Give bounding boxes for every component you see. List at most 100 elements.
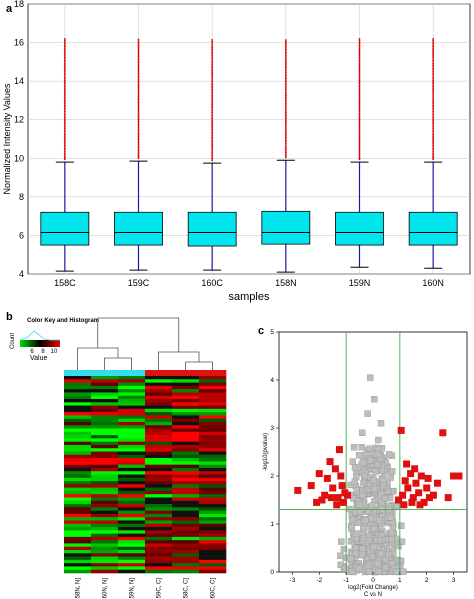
nonsignificant-point	[374, 450, 382, 458]
outlier-point	[432, 84, 435, 87]
outlier-point	[358, 67, 361, 70]
outlier-point	[284, 114, 287, 117]
outlier-point	[63, 142, 66, 145]
heatmap-cell	[91, 392, 119, 396]
nonsignificant-point	[358, 551, 366, 558]
y-tick-label: 4	[270, 377, 274, 384]
heatmap-cell	[145, 454, 173, 459]
heatmap-cell	[145, 481, 173, 485]
nonsignificant-point	[366, 445, 373, 452]
x-tick-label: 158C	[54, 278, 76, 288]
dendrogram-branch	[97, 317, 180, 352]
heatmap-cell	[64, 510, 92, 515]
outlier-point	[137, 137, 140, 140]
significant-point	[321, 491, 329, 499]
outlier-point	[211, 102, 214, 105]
heatmap-cell	[145, 540, 173, 544]
outlier-point	[63, 118, 66, 121]
heatmap-cell	[91, 398, 119, 403]
outlier-point	[358, 156, 361, 159]
box-160N	[408, 38, 458, 269]
outlier-point	[211, 76, 214, 78]
heatmap-cell	[199, 484, 227, 488]
heatmap-cell	[64, 408, 92, 413]
outlier-point	[63, 139, 66, 142]
heatmap-cell	[64, 563, 92, 567]
heatmap-cell	[118, 490, 146, 495]
outlier-point	[284, 127, 287, 129]
outlier-point	[211, 130, 214, 132]
outlier-point	[137, 121, 140, 124]
heatmap-cell	[118, 517, 146, 521]
outlier-point	[432, 87, 435, 90]
outlier-point	[432, 122, 435, 125]
outlier-point	[432, 73, 435, 76]
significant-point	[424, 474, 432, 482]
heatmap-cell	[64, 435, 92, 439]
heatmap-cell	[172, 504, 200, 508]
outlier-point	[284, 56, 287, 58]
heatmap-cell	[199, 477, 227, 482]
outlier-point	[432, 44, 435, 46]
heatmap-cell	[145, 566, 173, 571]
heatmap-cell	[172, 458, 200, 462]
heatmap-cell	[118, 497, 146, 502]
outlier-point	[211, 54, 214, 57]
outlier-point	[63, 138, 66, 141]
group-color-cell	[64, 370, 92, 376]
heatmap-cell	[199, 385, 227, 390]
heatmap-cell	[145, 497, 173, 502]
heatmap-cell	[172, 431, 200, 436]
outlier-point	[284, 103, 287, 106]
nonsignificant-point	[370, 543, 378, 551]
heatmap-cell	[145, 385, 173, 390]
significant-point	[404, 484, 412, 492]
outlier-point	[358, 79, 361, 82]
outlier-point	[284, 91, 287, 94]
heatmap-cell	[145, 523, 173, 528]
significant-point	[333, 501, 341, 509]
heatmap-cell	[145, 517, 173, 521]
outlier-point	[211, 125, 214, 128]
outlier-point	[137, 46, 140, 49]
heatmap-cell	[145, 474, 173, 479]
significant-point	[416, 501, 424, 509]
outlier-point	[137, 75, 140, 78]
outlier-point	[284, 147, 287, 149]
outlier-point	[211, 68, 214, 71]
outlier-point	[63, 98, 66, 100]
outlier-point	[137, 58, 140, 61]
heatmap-cell	[64, 392, 92, 396]
heatmap-cell	[172, 382, 200, 387]
heatmap-cell	[64, 556, 92, 561]
heatmap-cell	[172, 408, 200, 413]
outlier-point	[63, 58, 66, 60]
color-key-gradient	[20, 340, 60, 347]
heatmap-cell	[145, 504, 173, 508]
heatmap-cell	[172, 428, 200, 433]
outlier-point	[63, 56, 66, 59]
outlier-point	[284, 93, 287, 95]
heatmap-cell	[64, 418, 92, 423]
heatmap-cell	[118, 507, 146, 511]
heatmap-cell	[91, 543, 119, 548]
heatmap-cell	[64, 520, 92, 525]
significant-point	[423, 484, 431, 492]
heatmap-cell	[64, 546, 92, 551]
outlier-point	[432, 90, 435, 93]
outlier-point	[211, 86, 214, 89]
outlier-point	[358, 98, 361, 100]
heatmap-cell	[91, 540, 119, 544]
outlier-point	[358, 147, 361, 150]
outlier-point	[137, 115, 140, 118]
heatmap-cell	[172, 471, 200, 475]
outlier-point	[284, 60, 287, 63]
nonsignificant-point	[337, 552, 344, 559]
heatmap-cell	[91, 523, 119, 528]
column-label: [158C, C]	[184, 578, 190, 599]
heatmap-cell	[91, 513, 119, 518]
heatmap-cell	[172, 392, 200, 396]
outlier-point	[63, 65, 66, 68]
outlier-point	[137, 87, 140, 90]
outlier-point	[358, 141, 361, 144]
